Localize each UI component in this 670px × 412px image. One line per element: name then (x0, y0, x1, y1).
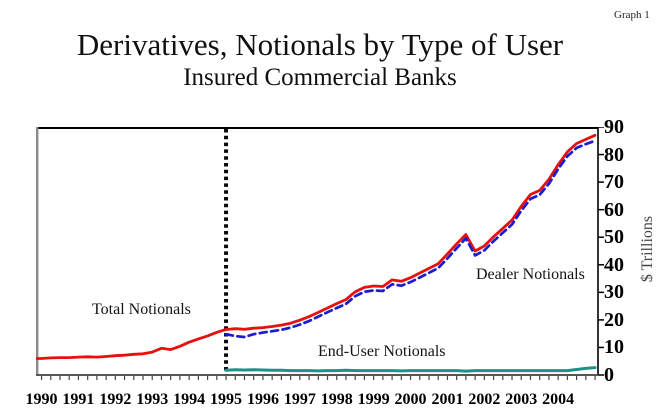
series-line-dealer-notionals (224, 139, 597, 339)
x-tick-label: 1999 (357, 391, 390, 408)
y-tick-label: 40 (604, 253, 624, 276)
y-tick-label: 20 (604, 308, 624, 331)
x-tick-label: 2004 (542, 391, 575, 408)
series-line-total-notionals (36, 133, 597, 360)
x-tick-label: 2000 (394, 391, 427, 408)
chart-title: Derivatives, Notionals by Type of User (76, 27, 564, 62)
title-block: Derivatives, Notionals by Type of User I… (0, 27, 640, 92)
x-tick-label: 1997 (283, 391, 316, 408)
y-tick-label: 0 (604, 364, 614, 386)
y-tick-label: 70 (604, 171, 624, 194)
y-tick-label: 90 (604, 116, 624, 138)
x-tick-label: 1995 (210, 391, 243, 408)
x-tick-label: 1990 (25, 391, 58, 408)
x-tick-label: 1998 (320, 391, 353, 408)
x-tick-label: 2003 (505, 391, 538, 408)
chart-canvas (36, 127, 604, 380)
series-line-end-user-notionals (224, 366, 597, 373)
series-label-dealer-notionals: Dealer Notionals (476, 266, 585, 283)
x-tick-label: 1992 (99, 391, 132, 408)
x-tick-label: 2001 (431, 391, 464, 408)
x-tick-label: 1996 (246, 391, 279, 408)
x-tick-label: 1993 (136, 391, 169, 408)
series-label-total-notionals: Total Notionals (92, 301, 191, 318)
graph-number-label: Graph 1 (614, 9, 650, 21)
y-tick-label: 50 (604, 226, 624, 249)
plot-area (36, 127, 606, 385)
y-tick-label: 30 (604, 281, 624, 304)
y-tick-label: 80 (604, 143, 624, 166)
y-tick-label: 60 (604, 198, 624, 221)
x-tick-label: 1991 (62, 391, 95, 408)
x-tick-label: 2002 (468, 391, 501, 408)
chart-subtitle: Insured Commercial Banks (183, 64, 457, 91)
x-tick-label: 1994 (173, 391, 206, 408)
series-label-end-user-notionals: End-User Notionals (318, 343, 446, 360)
y-tick-label: 10 (604, 336, 624, 359)
y-axis-title: $ Trillions (639, 215, 656, 283)
